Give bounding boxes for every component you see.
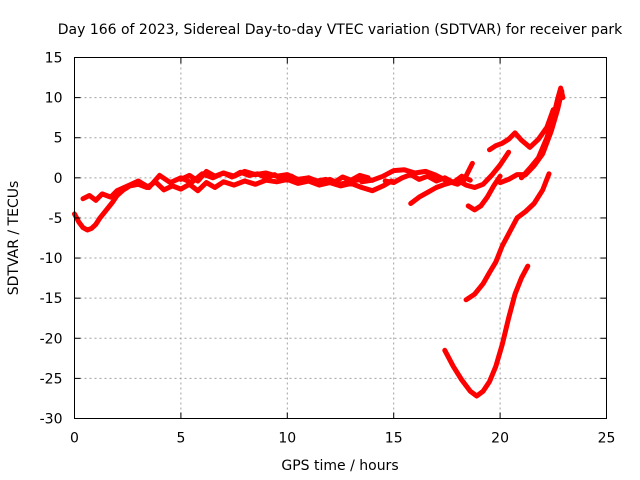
series-arc-8 <box>455 149 512 190</box>
series-arc-7 <box>465 173 503 213</box>
x-axis-title: GPS time / hours <box>281 458 398 474</box>
y-tick-labels: 15 10 5 0 -5 -10 -15 -20 -25 -30 <box>40 51 63 428</box>
x-tick-label: 5 <box>176 431 185 447</box>
x-tick-label: 15 <box>385 431 403 447</box>
y-tick-label: -10 <box>40 251 63 267</box>
series-arc-12 <box>463 171 552 303</box>
x-tick-label: 20 <box>491 431 509 447</box>
series-arc-13 <box>442 263 531 399</box>
grid-lines <box>74 57 607 419</box>
y-tick-label: -15 <box>40 291 63 307</box>
x-tick-label: 0 <box>70 431 79 447</box>
series-arc-3 <box>178 168 371 186</box>
x-tick-label: 25 <box>598 431 616 447</box>
x-tick-label: 10 <box>278 431 296 447</box>
y-tick-label: -5 <box>49 211 63 227</box>
series-arc-11 <box>518 85 566 181</box>
data-series <box>72 85 566 399</box>
y-tick-label: 15 <box>45 51 63 67</box>
y-tick-label: -25 <box>40 371 63 387</box>
y-tick-label: 5 <box>54 131 63 147</box>
series-arc-6 <box>408 179 460 206</box>
series-arc-9 <box>487 107 556 153</box>
series-arc-1 <box>72 176 395 233</box>
y-tick-label: -30 <box>40 412 63 428</box>
axis-ticks <box>74 57 607 419</box>
chart-title: Day 166 of 2023, Sidereal Day-to-day VTE… <box>58 22 623 38</box>
y-tick-label: 0 <box>54 171 63 187</box>
y-axis-title: SDTVAR / TECUs <box>6 181 22 296</box>
x-tick-labels: 0 5 10 15 20 25 <box>70 431 615 447</box>
plot-frame <box>74 57 607 419</box>
y-tick-label: 10 <box>45 91 63 107</box>
y-tick-label: -20 <box>40 331 63 347</box>
